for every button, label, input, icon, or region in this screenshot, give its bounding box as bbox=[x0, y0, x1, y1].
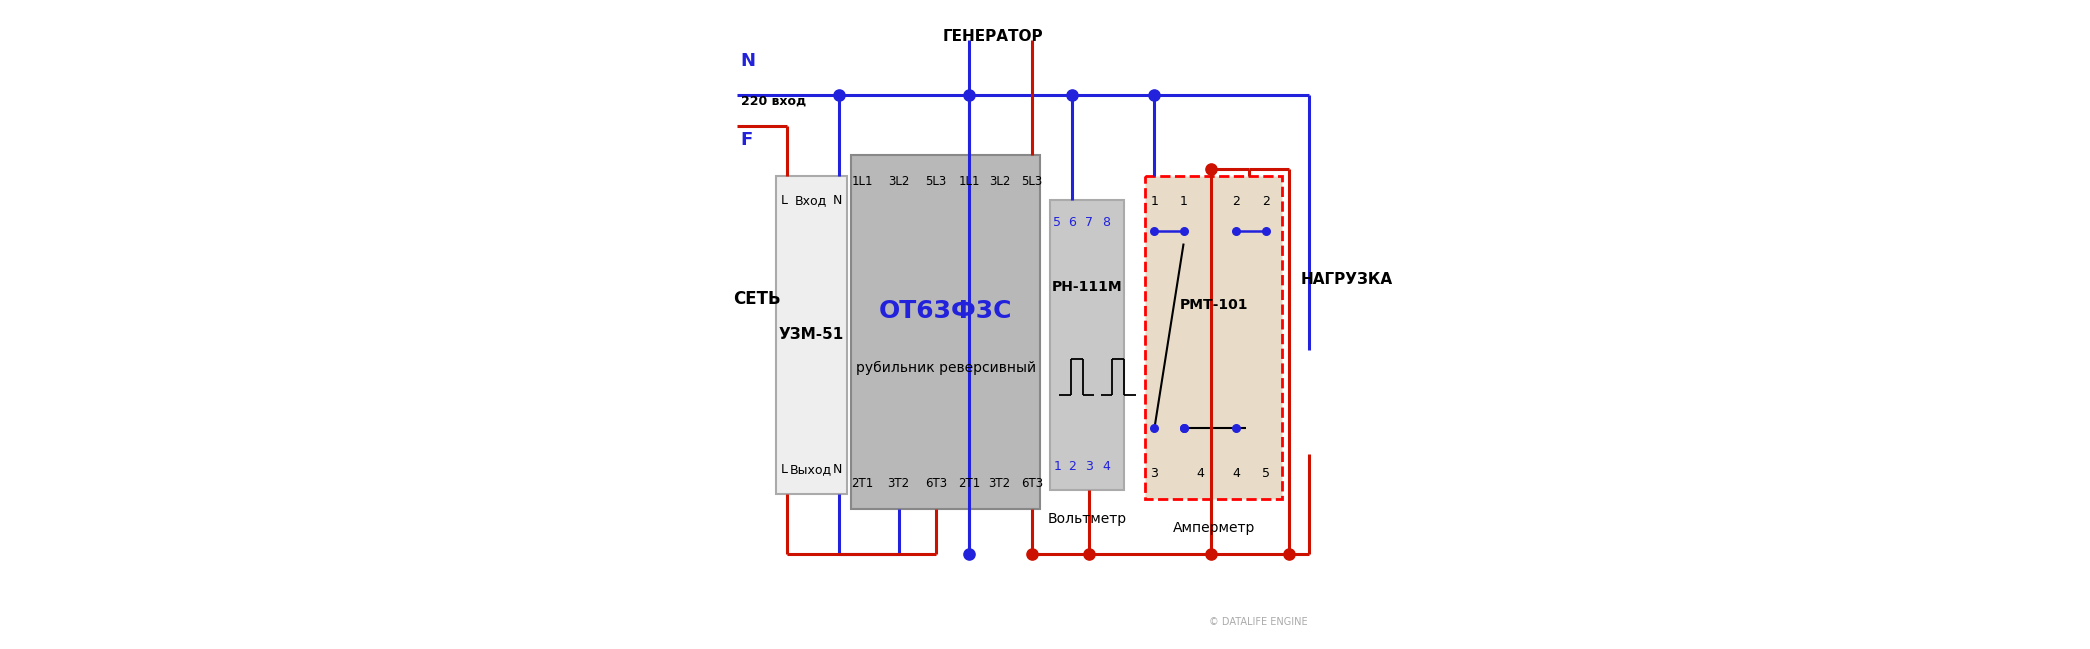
Text: 3: 3 bbox=[1085, 461, 1093, 474]
Point bbox=[1137, 423, 1170, 434]
Point bbox=[953, 549, 986, 559]
Text: L: L bbox=[782, 193, 788, 206]
Text: УЗМ-51: УЗМ-51 bbox=[780, 327, 844, 343]
Text: 3T2: 3T2 bbox=[888, 476, 909, 489]
Text: F: F bbox=[740, 131, 752, 149]
Point bbox=[1166, 225, 1200, 236]
Point bbox=[1137, 90, 1170, 101]
Text: 8: 8 bbox=[1101, 216, 1110, 229]
Text: РН-111М: РН-111М bbox=[1051, 280, 1122, 294]
Bar bbox=[1049, 200, 1124, 489]
Point bbox=[1273, 549, 1306, 559]
Text: 5L3: 5L3 bbox=[1022, 175, 1043, 188]
Point bbox=[1137, 225, 1170, 236]
Text: 1: 1 bbox=[1053, 461, 1062, 474]
Text: 1: 1 bbox=[1150, 195, 1158, 208]
Point bbox=[1195, 549, 1229, 559]
Text: 220 вход: 220 вход bbox=[740, 95, 807, 108]
Point bbox=[953, 90, 986, 101]
Text: Вольтметр: Вольтметр bbox=[1047, 512, 1127, 526]
Text: НАГРУЗКА: НАГРУЗКА bbox=[1300, 272, 1392, 287]
Text: Выход: Выход bbox=[790, 463, 832, 476]
Text: 5: 5 bbox=[1053, 216, 1062, 229]
Text: 6: 6 bbox=[1068, 216, 1076, 229]
Text: 5: 5 bbox=[1262, 467, 1271, 480]
Bar bbox=[775, 175, 846, 494]
Text: © DATALIFE ENGINE: © DATALIFE ENGINE bbox=[1210, 617, 1308, 628]
Text: Амперметр: Амперметр bbox=[1172, 522, 1254, 535]
Text: рубильник реверсивный: рубильник реверсивный bbox=[855, 361, 1037, 374]
Text: 1: 1 bbox=[1179, 195, 1187, 208]
Text: 2T1: 2T1 bbox=[957, 476, 980, 489]
Point bbox=[1166, 423, 1200, 434]
Text: 7: 7 bbox=[1085, 216, 1093, 229]
Point bbox=[1166, 423, 1200, 434]
Bar bbox=[1145, 175, 1281, 499]
Text: 3L2: 3L2 bbox=[888, 175, 909, 188]
Text: 6T3: 6T3 bbox=[926, 476, 947, 489]
Text: 5L3: 5L3 bbox=[926, 175, 947, 188]
Point bbox=[1218, 423, 1252, 434]
Text: N: N bbox=[832, 193, 842, 206]
Text: N: N bbox=[740, 52, 757, 70]
Text: 2T1: 2T1 bbox=[851, 476, 874, 489]
Text: 3L2: 3L2 bbox=[989, 175, 1009, 188]
Bar bbox=[851, 156, 1041, 509]
Text: 1L1: 1L1 bbox=[959, 175, 980, 188]
Text: 6T3: 6T3 bbox=[1022, 476, 1043, 489]
Point bbox=[1195, 164, 1229, 175]
Text: 2: 2 bbox=[1233, 195, 1239, 208]
Text: 2: 2 bbox=[1262, 195, 1271, 208]
Text: 2: 2 bbox=[1068, 461, 1076, 474]
Text: 3: 3 bbox=[1150, 467, 1158, 480]
Point bbox=[1055, 90, 1089, 101]
Point bbox=[1218, 225, 1252, 236]
Point bbox=[821, 90, 855, 101]
Text: 4: 4 bbox=[1195, 467, 1204, 480]
Text: 1L1: 1L1 bbox=[851, 175, 874, 188]
Text: 3T2: 3T2 bbox=[989, 476, 1012, 489]
Point bbox=[1072, 549, 1106, 559]
Text: L: L bbox=[782, 463, 788, 476]
Text: СЕТЬ: СЕТЬ bbox=[734, 289, 780, 308]
Point bbox=[1016, 549, 1049, 559]
Text: ОТ63Ф3С: ОТ63Ф3С bbox=[880, 299, 1014, 323]
Text: Вход: Вход bbox=[794, 193, 828, 206]
Text: 4: 4 bbox=[1233, 467, 1239, 480]
Point bbox=[1250, 225, 1283, 236]
Text: N: N bbox=[832, 463, 842, 476]
Text: ГЕНЕРАТОР: ГЕНЕРАТОР bbox=[943, 29, 1043, 44]
Text: РМТ-101: РМТ-101 bbox=[1179, 298, 1248, 312]
Text: 4: 4 bbox=[1101, 461, 1110, 474]
